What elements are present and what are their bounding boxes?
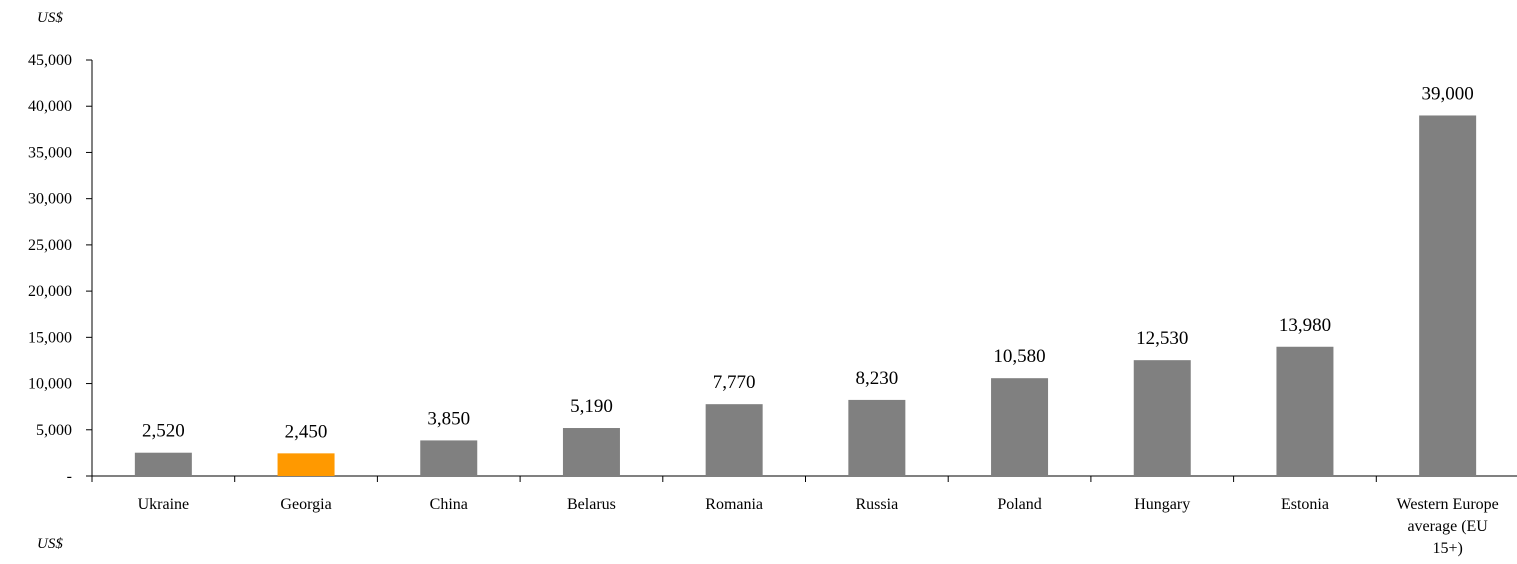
x-tick-label: Ukraine — [138, 496, 190, 513]
x-tick-label: Hungary — [1134, 496, 1190, 513]
bar — [134, 452, 192, 476]
y-tick-label: 45,000 — [28, 52, 72, 69]
bar — [848, 399, 906, 476]
bar — [1133, 360, 1191, 476]
data-label: 39,000 — [1422, 83, 1474, 104]
bar — [991, 378, 1049, 476]
y-unit-label-top: US$ — [37, 10, 63, 26]
y-tick-label: - — [67, 468, 72, 485]
data-label: 10,580 — [993, 346, 1045, 367]
x-tick-label: Western Europe — [1397, 496, 1499, 513]
x-tick-label: China — [430, 496, 468, 513]
data-label: 3,850 — [427, 408, 470, 429]
x-tick-label: 15+) — [1432, 540, 1462, 557]
data-label: 5,190 — [570, 396, 613, 417]
x-tick-label: Estonia — [1281, 496, 1329, 513]
y-tick-label: 40,000 — [28, 98, 72, 115]
x-tick-label: Belarus — [567, 496, 616, 513]
x-tick-label: Russia — [856, 496, 899, 513]
bar — [277, 453, 335, 476]
unit-label-bottom: US$ — [37, 536, 63, 552]
x-tick-label: Poland — [997, 496, 1041, 513]
data-label: 2,450 — [285, 421, 328, 442]
y-tick-label: 10,000 — [28, 376, 72, 393]
y-tick-label: 25,000 — [28, 237, 72, 254]
x-tick-label: average (EU — [1407, 518, 1488, 535]
y-tick-label: 35,000 — [28, 144, 72, 161]
data-label: 12,530 — [1136, 328, 1188, 349]
data-label: 2,520 — [142, 421, 185, 442]
data-label: 13,980 — [1279, 315, 1331, 336]
x-tick-label: Georgia — [280, 496, 331, 513]
y-tick-label: 30,000 — [28, 191, 72, 208]
y-tick-label: 15,000 — [28, 329, 72, 346]
y-tick-label: 5,000 — [36, 422, 72, 439]
x-tick-label: Romania — [705, 496, 763, 513]
bar — [420, 440, 478, 476]
data-label: 7,770 — [713, 372, 756, 393]
bar — [705, 404, 763, 476]
y-tick-label: 20,000 — [28, 283, 72, 300]
data-label: 8,230 — [855, 368, 898, 389]
bar — [1419, 115, 1477, 476]
bar — [1276, 346, 1334, 476]
bar — [562, 428, 620, 476]
